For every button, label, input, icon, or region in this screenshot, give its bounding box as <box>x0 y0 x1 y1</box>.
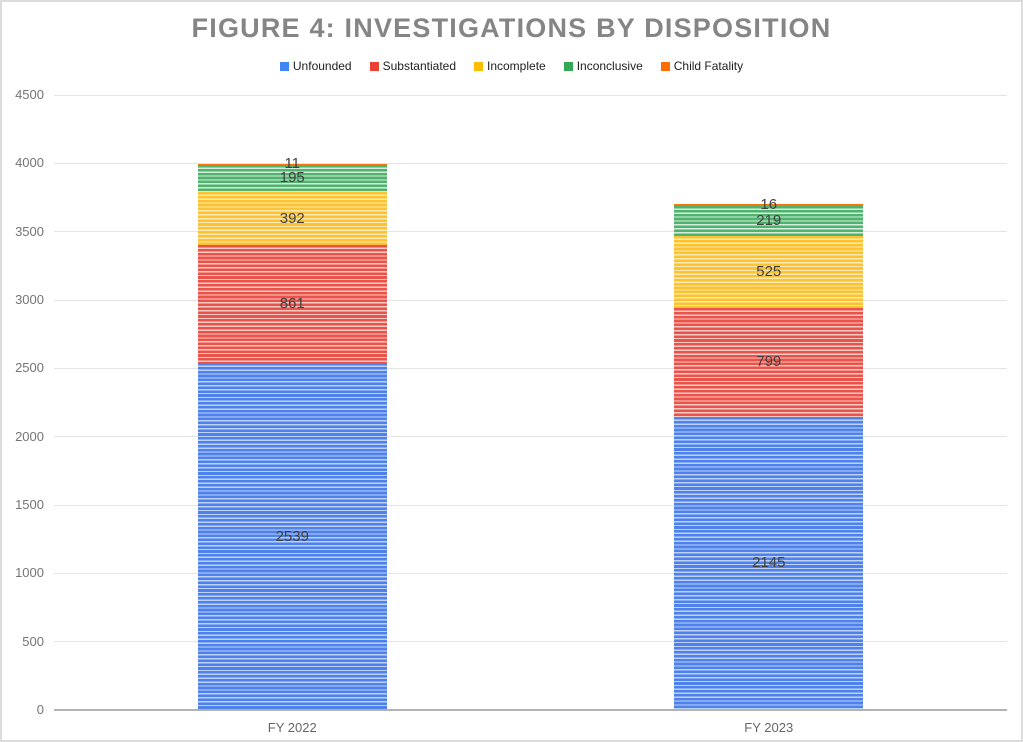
legend-label-substantiated: Substantiated <box>382 59 456 73</box>
bar-value-child-fatality-fy-2023: 16 <box>760 195 778 213</box>
bar-value-unfounded-fy-2023: 2145 <box>752 554 786 572</box>
bar-value-substantiated-fy-2023: 799 <box>756 353 782 371</box>
gridline-1000 <box>54 572 1007 574</box>
legend-label-unfounded: Unfounded <box>292 59 352 73</box>
y-tick-label-3500: 3500 <box>15 223 44 239</box>
legend-item-inconclusive: Inconclusive <box>563 59 643 73</box>
legend-swatch-unfounded-icon <box>279 61 289 71</box>
y-tick-label-2500: 2500 <box>15 360 44 376</box>
bar-value-inconclusive-fy-2023: 219 <box>756 211 782 229</box>
legend-label-child-fatality: Child Fatality <box>673 59 744 73</box>
bar-segment-incomplete-fy-2022 <box>197 191 387 246</box>
gridline-500 <box>54 641 1007 643</box>
bar-segment-child-fatality-fy-2023 <box>674 203 864 206</box>
legend-label-incomplete: Incomplete <box>487 59 546 73</box>
bar-segment-substantiated-fy-2023 <box>674 307 864 417</box>
gridline-3500 <box>54 231 1007 233</box>
gridline-2000 <box>54 436 1007 438</box>
bar-segment-inconclusive-fy-2022 <box>197 165 387 192</box>
gridline-2500 <box>54 367 1007 369</box>
bar-segment-unfounded-fy-2022 <box>197 363 387 710</box>
bar-value-inconclusive-fy-2022: 195 <box>279 169 305 187</box>
gridline-1500 <box>54 504 1007 506</box>
y-tick-label-0: 0 <box>36 702 44 717</box>
x-axis-line <box>54 709 1007 711</box>
y-tick-label-500: 500 <box>22 633 44 649</box>
y-tick-label-4500: 4500 <box>15 87 44 102</box>
plot-area: 0 500 1000 1500 2000 2500 3000 3500 4000 4500 2539… <box>15 87 1007 735</box>
legend-label-inconclusive: Inconclusive <box>576 59 643 73</box>
bar-value-incomplete-fy-2023: 525 <box>756 262 782 280</box>
y-tick-label-4000: 4000 <box>15 155 44 171</box>
legend-swatch-child-fatality-icon <box>660 61 670 71</box>
gridline-4000 <box>54 162 1007 164</box>
bar-value-child-fatality-fy-2022: 11 <box>284 155 301 173</box>
bar-segment-child-fatality-fy-2022 <box>197 163 387 166</box>
bar-segment-inconclusive-fy-2023 <box>674 205 864 236</box>
legend-swatch-incomplete-icon <box>474 61 483 71</box>
y-tick-label-1000: 1000 <box>15 565 44 581</box>
y-tick-label-1500: 1500 <box>15 497 44 512</box>
y-tick-label-3000: 3000 <box>15 292 44 307</box>
gridline-4500 <box>54 94 1007 96</box>
legend-swatch-substantiated-icon <box>369 61 379 71</box>
legend-item-child-fatality: Child Fatality <box>660 59 744 73</box>
gridline-3000 <box>54 299 1007 301</box>
legend-item-unfounded: Unfounded <box>279 59 352 73</box>
chart-legend: Unfounded Substantiated Incomplete Inconclu… <box>2 59 1021 73</box>
bar-segment-incomplete-fy-2023 <box>674 235 864 308</box>
x-axis-label-fy-2023: FY 2023 <box>744 720 794 735</box>
y-tick-label-2000: 2000 <box>15 428 44 444</box>
bar-value-incomplete-fy-2022: 392 <box>279 209 305 227</box>
bar-value-unfounded-fy-2022: 2539 <box>275 527 309 545</box>
bar-segment-unfounded-fy-2023 <box>674 416 864 710</box>
bar-segment-substantiated-fy-2022 <box>197 245 387 364</box>
bar-value-substantiated-fy-2022: 861 <box>279 295 305 313</box>
chart-title: FIGURE 4: INVESTIGATIONS BY DISPOSITION <box>191 13 832 43</box>
legend-item-incomplete: Incomplete <box>474 59 546 73</box>
legend-item-substantiated: Substantiated <box>369 59 456 73</box>
x-axis-label-fy-2022: FY 2022 <box>267 720 317 735</box>
legend-swatch-inconclusive-icon <box>563 61 573 71</box>
